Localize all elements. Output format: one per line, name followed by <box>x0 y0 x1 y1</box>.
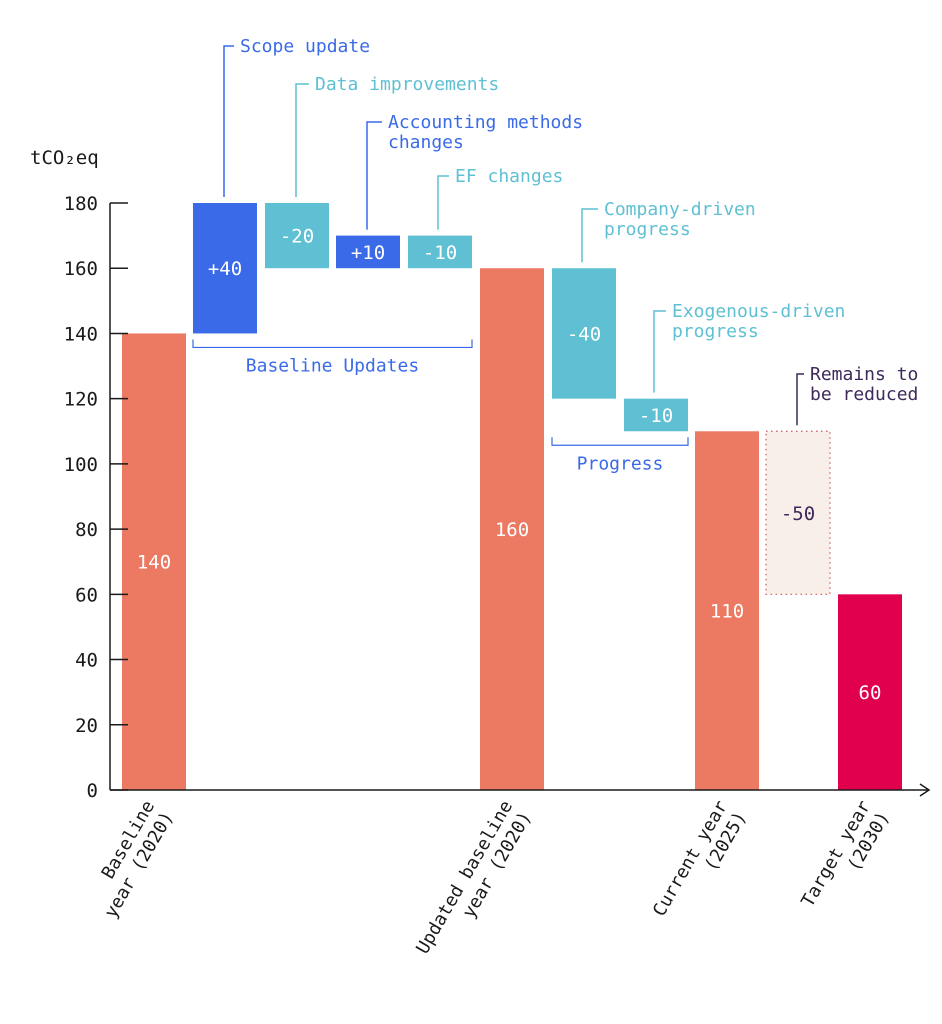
annotation-text-scope: Scope update <box>240 36 370 57</box>
x-axis-arrow-icon <box>919 783 931 797</box>
bar-value-label-company: -40 <box>567 323 601 345</box>
bar-value-label-remaining: -50 <box>781 503 815 525</box>
group-label-1: Progress <box>577 453 664 474</box>
annotation-text-ef: EF changes <box>455 166 563 187</box>
y-tick-label: 120 <box>64 389 98 411</box>
group-brackets-layer: Baseline Updates Progress <box>192 339 689 474</box>
bar-updated <box>480 268 544 790</box>
annotation-text-remaining: Remains to <box>810 364 918 385</box>
y-tick-label: 180 <box>64 193 98 215</box>
bar-value-label-updated: 160 <box>495 519 529 541</box>
annotation-leader-scope <box>223 45 234 197</box>
annotation-text-accounting: changes <box>388 132 464 153</box>
annotation-text-exogenous: progress <box>672 321 759 342</box>
y-axis-unit-label: tCO₂eq <box>30 147 99 169</box>
annotations-layer: Scope update Data improvements Accounting … <box>223 36 918 426</box>
annotation-text-remaining: be reduced <box>810 384 918 405</box>
annotation-leader-exogenous <box>653 310 666 393</box>
bar-ef <box>408 235 472 269</box>
annotation-text-company: progress <box>604 219 691 240</box>
annotation-text-company: Company-driven <box>604 199 756 220</box>
annotation-text-accounting: Accounting methods <box>388 112 583 133</box>
bar-value-label-scope: +40 <box>208 258 242 280</box>
annotation-leader-accounting <box>366 121 382 230</box>
annotation-leader-ef <box>437 175 449 230</box>
group-label-0: Baseline Updates <box>246 355 419 376</box>
y-tick-label: 140 <box>64 323 98 345</box>
bar-scope <box>193 203 257 334</box>
group-bracket-1 <box>551 437 689 446</box>
bar-accounting <box>336 235 400 269</box>
bars-layer: 140 +40 -20 +10 -10 160 -40 -10 110 -50 60 <box>122 203 902 790</box>
bar-value-label-current: 110 <box>710 601 744 623</box>
bar-exogenous <box>624 398 688 432</box>
annotation-leader-company <box>581 208 598 263</box>
bar-value-label-baseline: 140 <box>137 552 171 574</box>
annotation-text-data: Data improvements <box>315 74 499 95</box>
bar-remaining <box>765 430 831 595</box>
category-label-current: Current year(2025) <box>649 797 751 920</box>
y-tick-label: 40 <box>75 650 98 672</box>
bar-value-label-exogenous: -10 <box>639 405 673 427</box>
bar-value-label-data: -20 <box>280 226 314 248</box>
bar-value-label-target: 60 <box>859 682 882 704</box>
y-tick-label: 80 <box>75 519 98 541</box>
bar-baseline <box>122 333 186 790</box>
bar-current <box>695 431 759 790</box>
axes-layer: 0 20 40 60 80 100 120 140 160 180 tCO₂eq <box>30 147 931 802</box>
y-tick-label: 60 <box>75 584 98 606</box>
group-bracket-0 <box>192 339 473 349</box>
y-tick-label: 20 <box>75 715 98 737</box>
bar-value-label-ef: -10 <box>423 242 457 264</box>
annotation-leader-data <box>295 83 309 197</box>
annotation-leader-remaining <box>796 373 804 426</box>
bar-data <box>265 203 329 269</box>
annotation-text-exogenous: Exogenous-driven <box>672 301 845 322</box>
bar-target <box>838 594 902 790</box>
bar-company <box>552 268 616 399</box>
category-label-target: Target year(2030) <box>797 797 894 911</box>
bar-value-label-accounting: +10 <box>351 242 385 264</box>
y-tick-label: 0 <box>87 780 98 802</box>
y-tick-label: 100 <box>64 454 98 476</box>
y-tick-label: 160 <box>64 258 98 280</box>
